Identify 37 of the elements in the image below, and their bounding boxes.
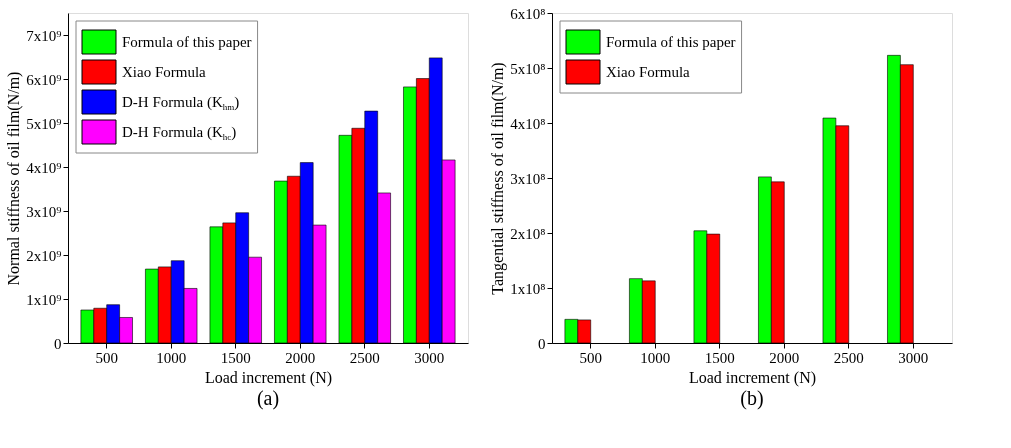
x-axis-title: Load increment (N) bbox=[688, 368, 817, 387]
legend-label: Xiao Formula bbox=[606, 64, 691, 80]
y-tick-label: 0 bbox=[54, 335, 62, 352]
y-tick-label: 3x10⁸ bbox=[510, 170, 546, 187]
y-tick-label: 7x10⁹ bbox=[26, 27, 62, 44]
x-tick-label: 2000 bbox=[769, 349, 800, 366]
x-tick-label: 1000 bbox=[640, 349, 671, 366]
legend-label: Formula of this paper bbox=[606, 34, 736, 50]
x-tick-label: 1500 bbox=[220, 349, 251, 366]
x-tick-label: 3000 bbox=[898, 349, 929, 366]
x-tick-label: 2000 bbox=[285, 349, 316, 366]
y-tick-label: 0 bbox=[538, 335, 546, 352]
y-tick-label: 3x10⁹ bbox=[26, 203, 62, 220]
text: (b) bbox=[740, 387, 764, 410]
y-axis-title: Normal stiffness of oil film(N/m) bbox=[5, 71, 24, 286]
x-tick-label: 2500 bbox=[349, 349, 380, 366]
y-tick-label: 4x10⁸ bbox=[510, 115, 546, 132]
y-tick-label: 2x10⁹ bbox=[26, 247, 62, 264]
x-tick-label: 500 bbox=[579, 349, 602, 366]
y-tick-label: 2x10⁸ bbox=[510, 225, 546, 242]
y-tick-label: 4x10⁹ bbox=[26, 159, 62, 176]
y-tick-label: 1x10⁹ bbox=[26, 291, 62, 308]
x-axis-title: Load increment (N) bbox=[204, 368, 333, 387]
x-tick-label: 1500 bbox=[704, 349, 735, 366]
y-tick-label: 1x10⁸ bbox=[510, 280, 546, 297]
y-tick-label: 6x10⁹ bbox=[26, 71, 62, 88]
y-axis-title: Tangential stiffness of oil film(N/m) bbox=[489, 62, 508, 295]
legend-label: Formula of this paper bbox=[122, 34, 252, 50]
x-tick-label: 1000 bbox=[156, 349, 187, 366]
text: (a) bbox=[256, 387, 280, 410]
y-tick-label: 6x10⁸ bbox=[510, 5, 546, 22]
legend-label: Xiao Formula bbox=[122, 64, 207, 80]
x-tick-label: 3000 bbox=[414, 349, 445, 366]
y-tick-label: 5x10⁹ bbox=[26, 115, 62, 132]
x-tick-label: 500 bbox=[95, 349, 118, 366]
x-tick-label: 2500 bbox=[833, 349, 864, 366]
y-tick-label: 5x10⁸ bbox=[510, 60, 546, 77]
